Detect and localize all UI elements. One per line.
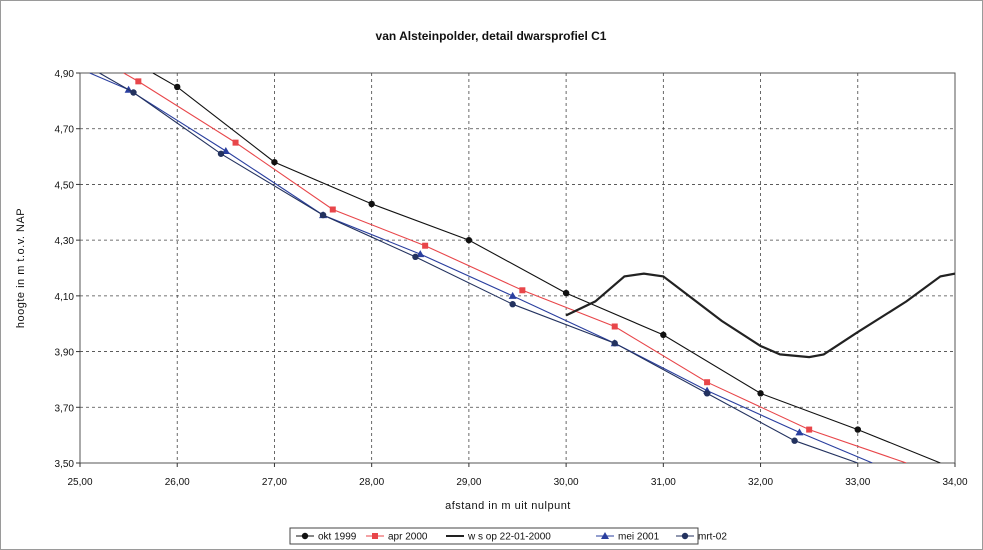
y-axis-label: hoogte in m t.o.v. NAP (15, 208, 27, 328)
y-tick-label: 4,90 (55, 69, 75, 80)
chart-title: van Alsteinpolder, detail dwarsprofiel C… (376, 29, 607, 43)
data-point (703, 390, 711, 397)
data-point (806, 426, 813, 433)
y-tick-label: 4,50 (55, 180, 75, 191)
data-point (271, 158, 278, 166)
x-axis-label: afstand in m uit nulpunt (445, 500, 571, 512)
plot-area (79, 72, 956, 464)
data-point (465, 236, 473, 244)
gridlines (80, 73, 955, 463)
y-tick-label: 4,70 (55, 125, 75, 136)
data-point (221, 147, 230, 154)
series-line (99, 73, 858, 463)
data-point (757, 390, 764, 397)
data-point (232, 139, 239, 146)
legend-swatch-marker (601, 532, 609, 539)
series-2 (565, 272, 955, 359)
data-point (795, 428, 804, 436)
data-point (509, 301, 516, 308)
data-point (368, 200, 375, 208)
legend-swatch-marker (301, 532, 309, 540)
legend-label: mrt-02 (698, 532, 727, 543)
data-point (562, 289, 570, 297)
data-point (611, 340, 618, 347)
data-point (135, 78, 142, 85)
x-tick-label: 33,00 (845, 477, 870, 488)
x-tick-label: 29,00 (456, 477, 481, 488)
data-point (611, 323, 618, 330)
series-0 (152, 73, 941, 463)
x-tick-label: 27,00 (262, 477, 287, 488)
data-point (519, 287, 526, 294)
y-tick-label: 3,50 (55, 459, 75, 470)
series-line (123, 73, 907, 463)
series-line (89, 73, 873, 463)
legend-swatch-marker (372, 533, 378, 539)
x-tick-label: 31,00 (651, 477, 676, 488)
data-point (422, 242, 429, 249)
data-point (174, 83, 181, 91)
legend-swatch-marker (681, 532, 689, 540)
x-tick-label: 28,00 (359, 477, 384, 488)
legend-box (289, 527, 699, 545)
series-1 (123, 73, 907, 463)
legend-label: w s op 22-01-2000 (467, 532, 551, 543)
x-tick-label: 34,00 (942, 477, 967, 488)
y-tick-label: 3,90 (55, 348, 75, 359)
x-tick-label: 25,00 (67, 477, 92, 488)
data-point (508, 291, 517, 299)
data-point (319, 211, 327, 219)
legend-label: okt 1999 (318, 532, 357, 543)
data-point (791, 437, 798, 444)
legend-label: apr 2000 (388, 532, 428, 543)
series-line (152, 73, 941, 463)
legend: okt 1999 apr 2000 w s op 22-01-2000 mei 200… (289, 527, 727, 545)
y-tick-label: 4,30 (55, 236, 75, 247)
x-tick-label: 30,00 (554, 477, 579, 488)
data-point (854, 426, 861, 433)
y-tick-label: 4,10 (55, 292, 75, 303)
data-point (130, 89, 137, 96)
series-4 (99, 73, 858, 463)
series-line (565, 272, 955, 359)
y-tick-label: 3,70 (55, 403, 75, 414)
data-point (660, 331, 667, 339)
data-point (329, 206, 336, 213)
data-point (704, 379, 711, 386)
legend-label: mei 2001 (618, 532, 660, 543)
data-point (416, 250, 425, 258)
x-tick-label: 26,00 (165, 477, 190, 488)
data-point (412, 253, 419, 261)
data-point (217, 150, 225, 157)
x-tick-label: 32,00 (748, 477, 773, 488)
